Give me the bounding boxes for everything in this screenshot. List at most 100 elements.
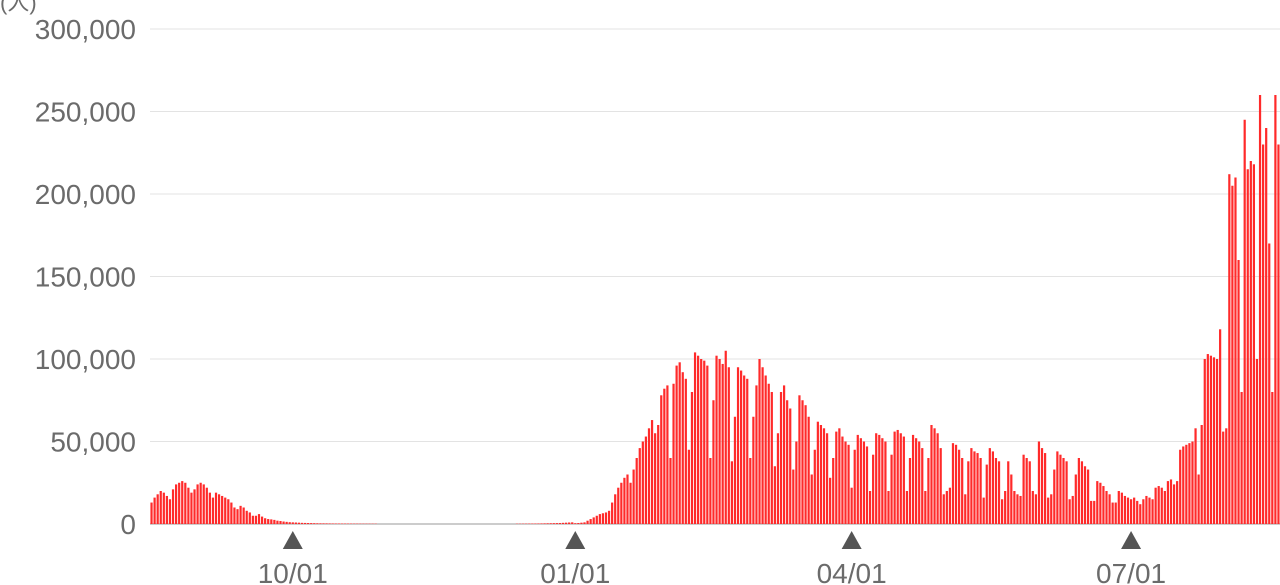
bar [313, 523, 316, 524]
bar [217, 494, 221, 524]
bar [1025, 458, 1028, 524]
bar [577, 523, 580, 524]
x-tick-marker [565, 531, 586, 549]
bar [961, 458, 964, 524]
bar [847, 444, 850, 524]
bar [641, 441, 644, 524]
bar [856, 434, 859, 524]
bar [764, 375, 767, 524]
bar [798, 395, 801, 524]
bar [994, 458, 998, 524]
x-tick-label: 07/01 [1096, 558, 1166, 585]
bar [617, 487, 620, 524]
bar [761, 367, 764, 524]
bar [1133, 497, 1136, 524]
bar [1139, 504, 1142, 524]
bar [721, 363, 724, 524]
bar [908, 458, 912, 524]
bar [1252, 164, 1255, 525]
bar [1001, 499, 1004, 524]
bar [214, 492, 218, 524]
bar [1022, 454, 1025, 524]
bar [875, 433, 878, 524]
y-tick-label: 300,000 [35, 14, 136, 45]
bar [322, 523, 325, 524]
bar [196, 484, 199, 524]
bar [331, 523, 334, 524]
x-tick-marker [1121, 531, 1142, 549]
bar [1114, 502, 1117, 524]
bar [1176, 481, 1179, 524]
y-tick-label: 150,000 [35, 262, 136, 293]
bar [325, 523, 328, 524]
bar [878, 434, 881, 524]
bar [684, 378, 687, 524]
bar [939, 448, 942, 524]
bar [786, 400, 789, 524]
bar [902, 436, 905, 524]
bar [1191, 441, 1194, 524]
bar [1188, 443, 1191, 524]
bar [1265, 128, 1268, 524]
x-tick-marker [841, 531, 862, 549]
bar [795, 441, 798, 524]
bar [1163, 491, 1166, 524]
bar [546, 523, 549, 524]
bar [540, 523, 543, 524]
bar [254, 515, 258, 524]
bar [1215, 359, 1219, 524]
bar [896, 429, 899, 524]
x-tick-marker [282, 531, 303, 549]
bar [337, 523, 340, 524]
bar [884, 441, 887, 524]
bar [841, 436, 844, 524]
bar [1154, 487, 1157, 524]
bar [911, 434, 915, 524]
bar [881, 438, 884, 524]
bar [930, 425, 933, 524]
bar [1197, 474, 1200, 524]
bar [537, 523, 540, 524]
bar [310, 523, 313, 524]
bar [276, 520, 279, 524]
bar [669, 458, 672, 524]
bar [1212, 357, 1216, 524]
bar [853, 449, 856, 524]
bar [598, 514, 601, 524]
bar [199, 482, 202, 524]
bar [187, 487, 190, 524]
bar [561, 522, 565, 524]
bar [233, 507, 236, 524]
bar [614, 494, 617, 524]
bar [899, 433, 902, 524]
bar [1200, 425, 1203, 524]
bar [635, 458, 638, 524]
bar [838, 428, 841, 524]
bar [770, 392, 773, 524]
bar [592, 517, 595, 524]
bar [727, 367, 730, 524]
bar [976, 453, 979, 524]
bar [660, 395, 663, 524]
y-tick-label: 200,000 [35, 179, 136, 210]
bar [666, 385, 669, 524]
bar [1093, 500, 1096, 524]
bar [832, 458, 835, 524]
bar [1255, 359, 1259, 524]
bar [1019, 495, 1022, 524]
bar [328, 523, 331, 524]
y-axis-ticks: 0 50,000 100,000 150,000 200,000 250,000 300,0… [35, 14, 136, 540]
bar [1096, 481, 1099, 524]
bar [230, 502, 233, 524]
bar [555, 523, 558, 524]
bar [282, 521, 285, 524]
y-tick-label: 100,000 [35, 344, 136, 375]
bar [752, 416, 755, 524]
bar [1243, 119, 1246, 524]
bar [724, 350, 727, 524]
bar [650, 420, 654, 524]
bar [697, 355, 700, 524]
bar [678, 362, 681, 524]
bar [184, 482, 187, 524]
bar [1258, 95, 1262, 524]
